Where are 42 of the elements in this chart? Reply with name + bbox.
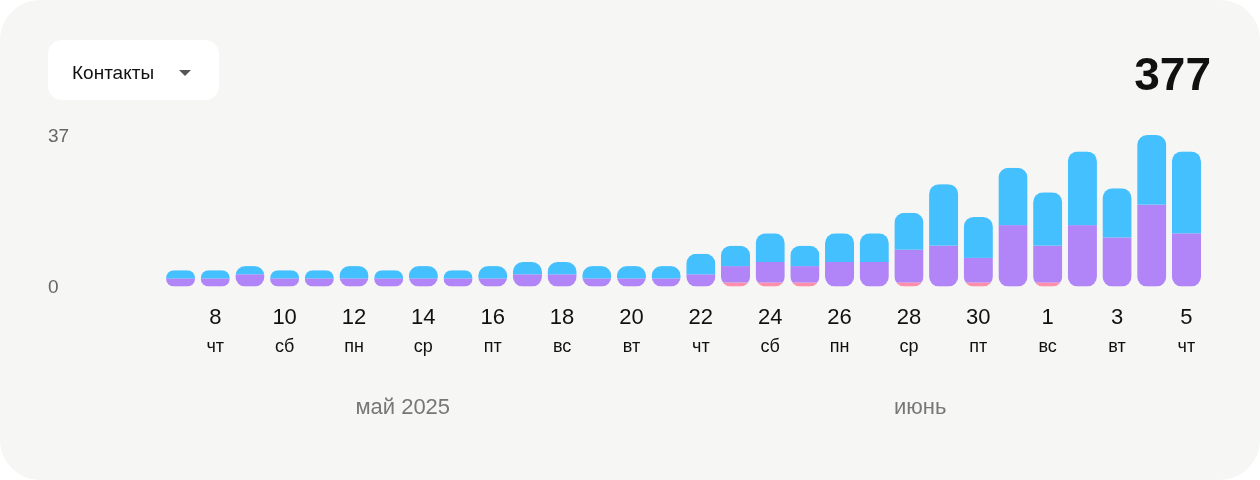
bar [894, 212, 924, 250]
bar [1171, 233, 1201, 287]
x-tick-label: 5 чт [1177, 304, 1196, 356]
bar [963, 257, 993, 283]
x-tick-label: 3 вт [1108, 304, 1126, 356]
x-tick-label: 24 сб [757, 304, 783, 356]
x-tick-label: 26 пн [827, 304, 852, 356]
x-tick-label: 30 пт [966, 304, 991, 356]
x-tick-label: 16 пт [480, 304, 505, 356]
y-tick-label: 37 [48, 124, 70, 146]
x-tick-label: 12 пн [341, 304, 367, 356]
text: май 2025 [355, 394, 451, 419]
x-tick-label: 20 вт [619, 304, 644, 356]
bar [1171, 151, 1201, 234]
x-tick-label: 14 ср [411, 304, 436, 356]
chart-subtitle: 377 [1134, 48, 1211, 100]
bar [1033, 245, 1063, 283]
bar [1137, 135, 1167, 205]
bar [1102, 188, 1132, 238]
x-tick-label: 22 чт [688, 304, 714, 356]
bar [1067, 151, 1097, 226]
bar [963, 216, 993, 258]
x-tick-label: 8 чт [206, 304, 225, 356]
x-tick-label: 1 вс [1038, 304, 1057, 356]
bar [894, 249, 924, 283]
bar [790, 266, 820, 283]
y-tick-label: 0 [48, 276, 59, 298]
bar [1033, 192, 1063, 246]
bar [929, 184, 959, 246]
bar [755, 262, 785, 283]
chart-title: Контакты [72, 62, 155, 83]
text: июнь [894, 394, 947, 419]
bar [998, 167, 1028, 226]
bar [1067, 225, 1097, 287]
x-tick-label: 28 ср [896, 304, 922, 356]
bar [1102, 237, 1132, 287]
bar [1137, 204, 1167, 287]
bar [929, 245, 959, 287]
bar [720, 266, 751, 283]
x-tick-label: 18 вс [549, 304, 575, 356]
bar [998, 225, 1028, 287]
x-tick-label: 10 сб [272, 304, 297, 356]
